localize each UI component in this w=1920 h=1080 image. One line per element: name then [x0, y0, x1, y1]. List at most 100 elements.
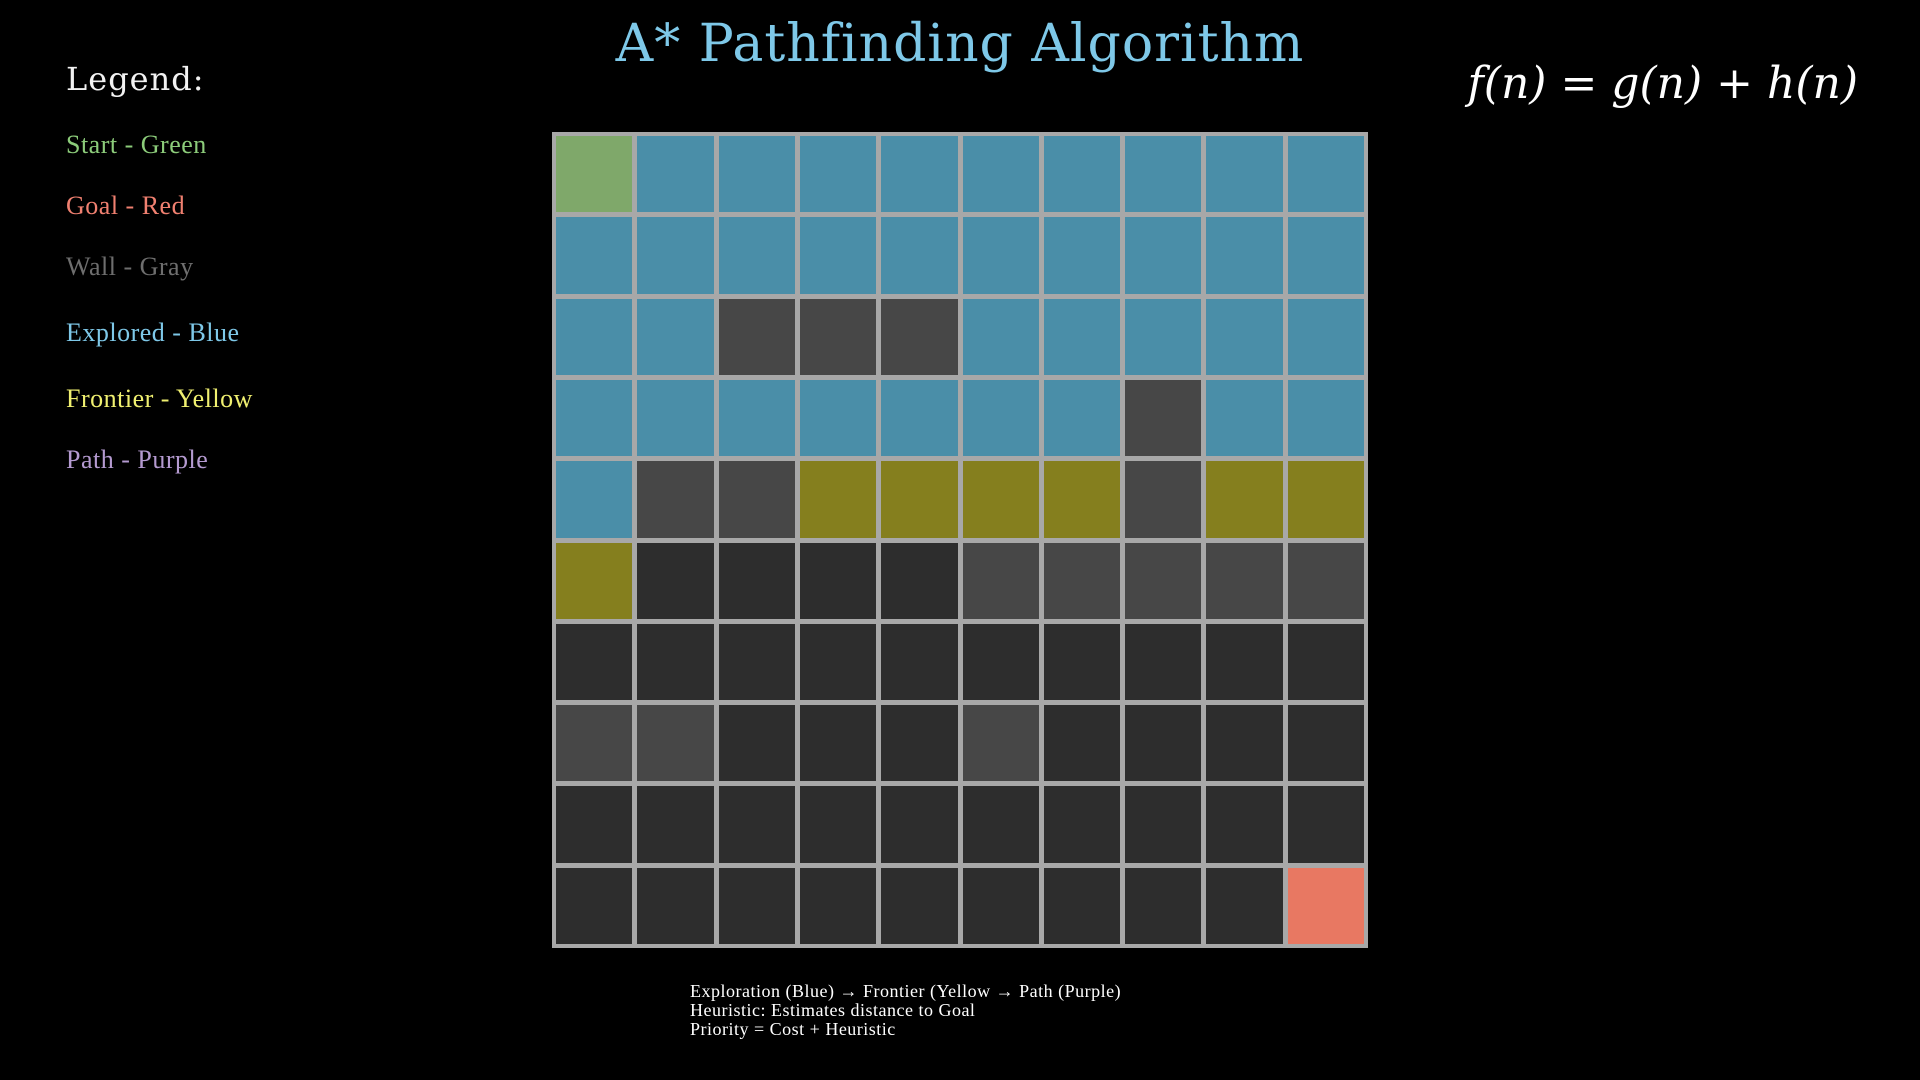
grid-cell-unvisited [800, 624, 876, 700]
grid-cell-unvisited [637, 786, 713, 862]
grid-cell-explored [556, 380, 632, 456]
grid-cell-explored [1044, 136, 1120, 212]
grid-cell-wall [1125, 380, 1201, 456]
grid-cell-explored [1206, 136, 1282, 212]
grid-cell-explored [1206, 299, 1282, 375]
grid-cell-frontier [963, 461, 1039, 537]
grid-cell-explored [1206, 380, 1282, 456]
grid-cell-explored [881, 217, 957, 293]
legend-item-goal: Goal - Red [66, 191, 185, 221]
grid-cell-unvisited [1044, 624, 1120, 700]
grid-cell-explored [719, 136, 795, 212]
grid-cell-explored [719, 217, 795, 293]
grid-cell-explored [1044, 299, 1120, 375]
grid-cell-unvisited [719, 543, 795, 619]
grid-cell-unvisited [1206, 705, 1282, 781]
grid-cell-unvisited [719, 868, 795, 944]
grid-cell-unvisited [637, 624, 713, 700]
grid-cell-unvisited [963, 624, 1039, 700]
grid-cell-wall [637, 461, 713, 537]
grid-cell-explored [963, 136, 1039, 212]
grid-cell-wall [1044, 543, 1120, 619]
grid-cell-frontier [556, 543, 632, 619]
grid-cell-explored [1125, 299, 1201, 375]
legend-item-explored: Explored - Blue [66, 318, 240, 348]
grid-cell-explored [1206, 217, 1282, 293]
grid-cell-explored [719, 380, 795, 456]
note-exploration: Exploration (Blue) → Frontier (Yellow → … [690, 982, 1121, 1001]
grid-cell-wall [800, 299, 876, 375]
grid-cell-unvisited [881, 624, 957, 700]
grid-cell-explored [963, 217, 1039, 293]
grid-cell-explored [963, 299, 1039, 375]
grid-cell-explored [881, 136, 957, 212]
grid-cell-unvisited [1125, 624, 1201, 700]
grid-cell-explored [637, 299, 713, 375]
grid-cell-unvisited [1288, 624, 1364, 700]
grid-cell-unvisited [1044, 786, 1120, 862]
grid-cell-unvisited [800, 786, 876, 862]
notes: Exploration (Blue) → Frontier (Yellow → … [690, 982, 1121, 1039]
legend-item-start: Start - Green [66, 130, 207, 160]
grid-cell-unvisited [881, 705, 957, 781]
grid-cell-frontier [1044, 461, 1120, 537]
grid-cell-explored [1288, 380, 1364, 456]
grid-cell-explored [1044, 217, 1120, 293]
grid-cell-unvisited [963, 786, 1039, 862]
grid-cell-explored [637, 380, 713, 456]
grid-cell-wall [1206, 543, 1282, 619]
grid-cell-goal [1288, 868, 1364, 944]
grid-cell-unvisited [637, 868, 713, 944]
grid-cell-explored [800, 136, 876, 212]
grid-cell-explored [800, 217, 876, 293]
grid-cell-explored [1044, 380, 1120, 456]
grid-cell-explored [800, 380, 876, 456]
grid-cell-unvisited [800, 868, 876, 944]
grid-cell-explored [1288, 217, 1364, 293]
grid-cell-explored [1125, 217, 1201, 293]
grid-cell-unvisited [1125, 786, 1201, 862]
grid-cell-explored [556, 299, 632, 375]
grid-cell-unvisited [556, 624, 632, 700]
grid-cell-explored [1288, 299, 1364, 375]
grid-cell-wall [556, 705, 632, 781]
grid-cell-explored [637, 136, 713, 212]
grid-cell-unvisited [556, 868, 632, 944]
grid-cell-unvisited [1044, 705, 1120, 781]
legend-item-wall: Wall - Gray [66, 252, 194, 282]
grid-cell-wall [1125, 543, 1201, 619]
grid-cell-unvisited [1206, 624, 1282, 700]
formula: f(n) = g(n) + h(n) [1468, 58, 1858, 109]
legend-item-frontier: Frontier - Yellow [66, 384, 253, 414]
grid-cell-unvisited [719, 624, 795, 700]
grid-cell-explored [881, 380, 957, 456]
grid-cell-unvisited [1125, 705, 1201, 781]
grid-cell-explored [1288, 136, 1364, 212]
grid-cell-unvisited [881, 786, 957, 862]
grid-cell-explored [556, 461, 632, 537]
grid-cell-wall [1288, 543, 1364, 619]
grid-cell-unvisited [800, 705, 876, 781]
grid-cell-explored [1125, 136, 1201, 212]
grid-cell-unvisited [1044, 868, 1120, 944]
grid-cell-unvisited [1206, 868, 1282, 944]
grid-cell-unvisited [800, 543, 876, 619]
grid-cell-unvisited [719, 786, 795, 862]
grid-cell-frontier [800, 461, 876, 537]
grid-cell-unvisited [881, 868, 957, 944]
note-heuristic: Heuristic: Estimates distance to Goal [690, 1001, 1121, 1020]
grid-cell-wall [881, 299, 957, 375]
legend-item-path: Path - Purple [66, 445, 208, 475]
grid-cell-unvisited [1206, 786, 1282, 862]
grid-cell-unvisited [719, 705, 795, 781]
grid-cell-frontier [881, 461, 957, 537]
legend-heading: Legend: [66, 60, 204, 98]
grid-cell-wall [963, 705, 1039, 781]
grid-cell-unvisited [963, 868, 1039, 944]
grid-cell-unvisited [556, 786, 632, 862]
pathfinding-grid [552, 132, 1368, 948]
grid-cell-unvisited [1125, 868, 1201, 944]
grid-cell-unvisited [637, 543, 713, 619]
grid-cell-unvisited [1288, 786, 1364, 862]
grid-cell-frontier [1206, 461, 1282, 537]
